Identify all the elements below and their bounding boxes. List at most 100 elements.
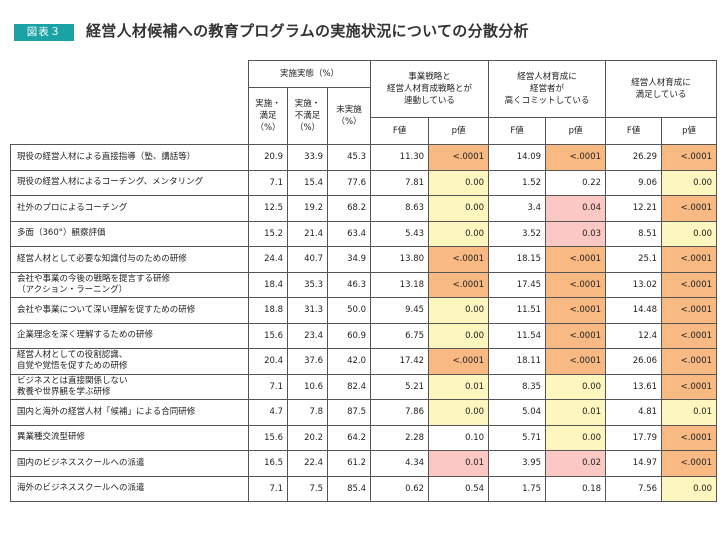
satisfaction-f-value: 7.56 <box>605 475 663 502</box>
commitment-f-value: 8.35 <box>488 373 547 400</box>
commitment-f-value: 1.52 <box>488 169 547 196</box>
commitment-f-value: 5.71 <box>488 424 547 451</box>
strategy-f-value: 6.75 <box>370 322 430 349</box>
pct-not-implemented: 68.2 <box>326 195 372 222</box>
pct-not-implemented: 61.2 <box>326 450 372 477</box>
satisfaction-p-value: 0.00 <box>661 475 718 502</box>
pct-not-implemented: 77.6 <box>326 169 372 196</box>
satisfaction-f-value: 17.79 <box>605 424 663 451</box>
commitment-p-value: <.0001 <box>545 348 607 375</box>
row-label: 現役の経営人材による直接指導（塾、講話等） <box>10 144 249 171</box>
strategy-p-value: 0.00 <box>428 169 490 196</box>
table-row: 経営人材としての役割認識、 自覚や覚悟を促すための研修 20.4 37.6 42.0 17… <box>10 348 718 375</box>
pct-implemented-unsatisfied: 21.4 <box>287 220 328 247</box>
satisfaction-f-value: 4.81 <box>605 399 663 426</box>
satisfaction-p-value: <.0001 <box>661 424 718 451</box>
commitment-f-value: 14.09 <box>488 144 547 171</box>
pct-implemented-unsatisfied: 33.9 <box>287 144 328 171</box>
pct-not-implemented: 82.4 <box>326 373 372 400</box>
commitment-f-value: 11.54 <box>488 322 547 349</box>
pct-implemented-unsatisfied: 20.2 <box>287 424 328 451</box>
satisfaction-f-value: 13.02 <box>605 271 663 298</box>
figure-badge: 図表３ <box>14 24 74 41</box>
table-row: 社外のプロによるコーチング 12.5 19.2 68.2 8.63 0.00 3.4 0.04… <box>10 195 718 222</box>
pct-implemented-satisfied: 4.7 <box>248 399 288 426</box>
strategy-p-value: 0.00 <box>428 399 490 426</box>
table-row: 海外のビジネススクールへの派遣 7.1 7.5 85.4 0.62 0.54 1.75 0.1… <box>10 475 718 502</box>
pct-implemented-satisfied: 24.4 <box>248 246 288 273</box>
satisfaction-p-value: 0.00 <box>661 220 718 247</box>
satisfaction-p-value: 0.01 <box>661 399 718 426</box>
table-row: 企業理念を深く理解するための研修 15.6 23.4 60.9 6.75 0.00 11.5… <box>10 322 718 349</box>
commitment-f-value: 3.4 <box>488 195 547 222</box>
pct-implemented-unsatisfied: 40.7 <box>287 246 328 273</box>
table-row: 多面（360°）観察評価 15.2 21.4 63.4 5.43 0.00 3.52 0.03… <box>10 220 718 247</box>
satisfaction-f-value: 12.4 <box>605 322 663 349</box>
pct-not-implemented: 87.5 <box>326 399 372 426</box>
commitment-p-value: <.0001 <box>545 144 607 171</box>
table-body: 現役の経営人材による直接指導（塾、講話等） 20.9 33.9 45.3 11.30 <.… <box>10 144 718 502</box>
row-label: 現役の経営人材によるコーチング、メンタリング <box>10 169 249 196</box>
strategy-f-value: 9.45 <box>370 297 430 324</box>
table-row: 異業種交流型研修 15.6 20.2 64.2 2.28 0.10 5.71 0.00 17.7… <box>10 424 718 451</box>
pct-implemented-unsatisfied: 10.6 <box>287 373 328 400</box>
header-implemented-unsatisfied: 実施・ 不満足 （%） <box>287 87 328 145</box>
pct-implemented-satisfied: 7.1 <box>248 475 288 502</box>
strategy-p-value: 0.00 <box>428 322 490 349</box>
satisfaction-f-value: 14.97 <box>605 450 663 477</box>
pct-implemented-unsatisfied: 35.3 <box>287 271 328 298</box>
header-implemented-satisfied: 実施・ 満足 （%） <box>248 87 288 145</box>
pct-implemented-unsatisfied: 37.6 <box>287 348 328 375</box>
table-row: 会社や事業の今後の戦略を提言する研修 （アクション・ラーニング） 18.4 35.3 4… <box>10 271 718 298</box>
satisfaction-p-value: <.0001 <box>661 271 718 298</box>
header-p-value: p値 <box>545 117 607 145</box>
strategy-f-value: 11.30 <box>370 144 430 171</box>
pct-implemented-unsatisfied: 22.4 <box>287 450 328 477</box>
strategy-p-value: <.0001 <box>428 144 490 171</box>
strategy-f-value: 7.86 <box>370 399 430 426</box>
satisfaction-f-value: 26.06 <box>605 348 663 375</box>
row-label: ビジネスとは直接関係しない 教養や世界観を学ぶ研修 <box>10 373 249 400</box>
strategy-p-value: <.0001 <box>428 246 490 273</box>
pct-implemented-satisfied: 18.8 <box>248 297 288 324</box>
satisfaction-f-value: 8.51 <box>605 220 663 247</box>
figure-title: 経営人材候補への教育プログラムの実施状況についての分散分析 <box>86 22 529 40</box>
row-label: 会社や事業の今後の戦略を提言する研修 （アクション・ラーニング） <box>10 271 249 298</box>
pct-not-implemented: 34.9 <box>326 246 372 273</box>
pct-implemented-unsatisfied: 7.5 <box>287 475 328 502</box>
pct-not-implemented: 46.3 <box>326 271 372 298</box>
row-label: 多面（360°）観察評価 <box>10 220 249 247</box>
strategy-f-value: 13.80 <box>370 246 430 273</box>
table-row: 現役の経営人材による直接指導（塾、講話等） 20.9 33.9 45.3 11.30 <.… <box>10 144 718 171</box>
pct-implemented-satisfied: 15.2 <box>248 220 288 247</box>
satisfaction-p-value: <.0001 <box>661 195 718 222</box>
pct-implemented-unsatisfied: 31.3 <box>287 297 328 324</box>
pct-implemented-satisfied: 15.6 <box>248 322 288 349</box>
pct-implemented-satisfied: 16.5 <box>248 450 288 477</box>
header-executive-commitment: 経営人材育成に 経営者が 高くコミットしている <box>488 60 607 118</box>
row-label: 国内と海外の経営人材「候補」による合同研修 <box>10 399 249 426</box>
header-f-value: F値 <box>370 117 430 145</box>
pct-implemented-satisfied: 7.1 <box>248 169 288 196</box>
header-p-value: p値 <box>661 117 718 145</box>
anova-table: 実施実態（%） 事業戦略と 経営人材育成戦略とが 連動している 経営人材育成に 経営者… <box>10 60 718 502</box>
commitment-p-value: 0.03 <box>545 220 607 247</box>
strategy-p-value: <.0001 <box>428 348 490 375</box>
satisfaction-p-value: <.0001 <box>661 144 718 171</box>
table-row: 国内のビジネススクールへの派遣 16.5 22.4 61.2 4.34 0.01 3.95 0… <box>10 450 718 477</box>
strategy-p-value: 0.00 <box>428 220 490 247</box>
pct-not-implemented: 50.0 <box>326 297 372 324</box>
strategy-f-value: 4.34 <box>370 450 430 477</box>
strategy-p-value: 0.01 <box>428 373 490 400</box>
header-satisfaction: 経営人材育成に 満足している <box>605 60 718 118</box>
row-label: 企業理念を深く理解するための研修 <box>10 322 249 349</box>
pct-implemented-satisfied: 15.6 <box>248 424 288 451</box>
pct-not-implemented: 64.2 <box>326 424 372 451</box>
strategy-f-value: 0.62 <box>370 475 430 502</box>
strategy-p-value: 0.00 <box>428 195 490 222</box>
strategy-p-value: 0.01 <box>428 450 490 477</box>
commitment-p-value: 0.22 <box>545 169 607 196</box>
strategy-f-value: 17.42 <box>370 348 430 375</box>
table-row: 経営人材として必要な知識付与のための研修 24.4 40.7 34.9 13.80 <.0… <box>10 246 718 273</box>
strategy-p-value: 0.54 <box>428 475 490 502</box>
